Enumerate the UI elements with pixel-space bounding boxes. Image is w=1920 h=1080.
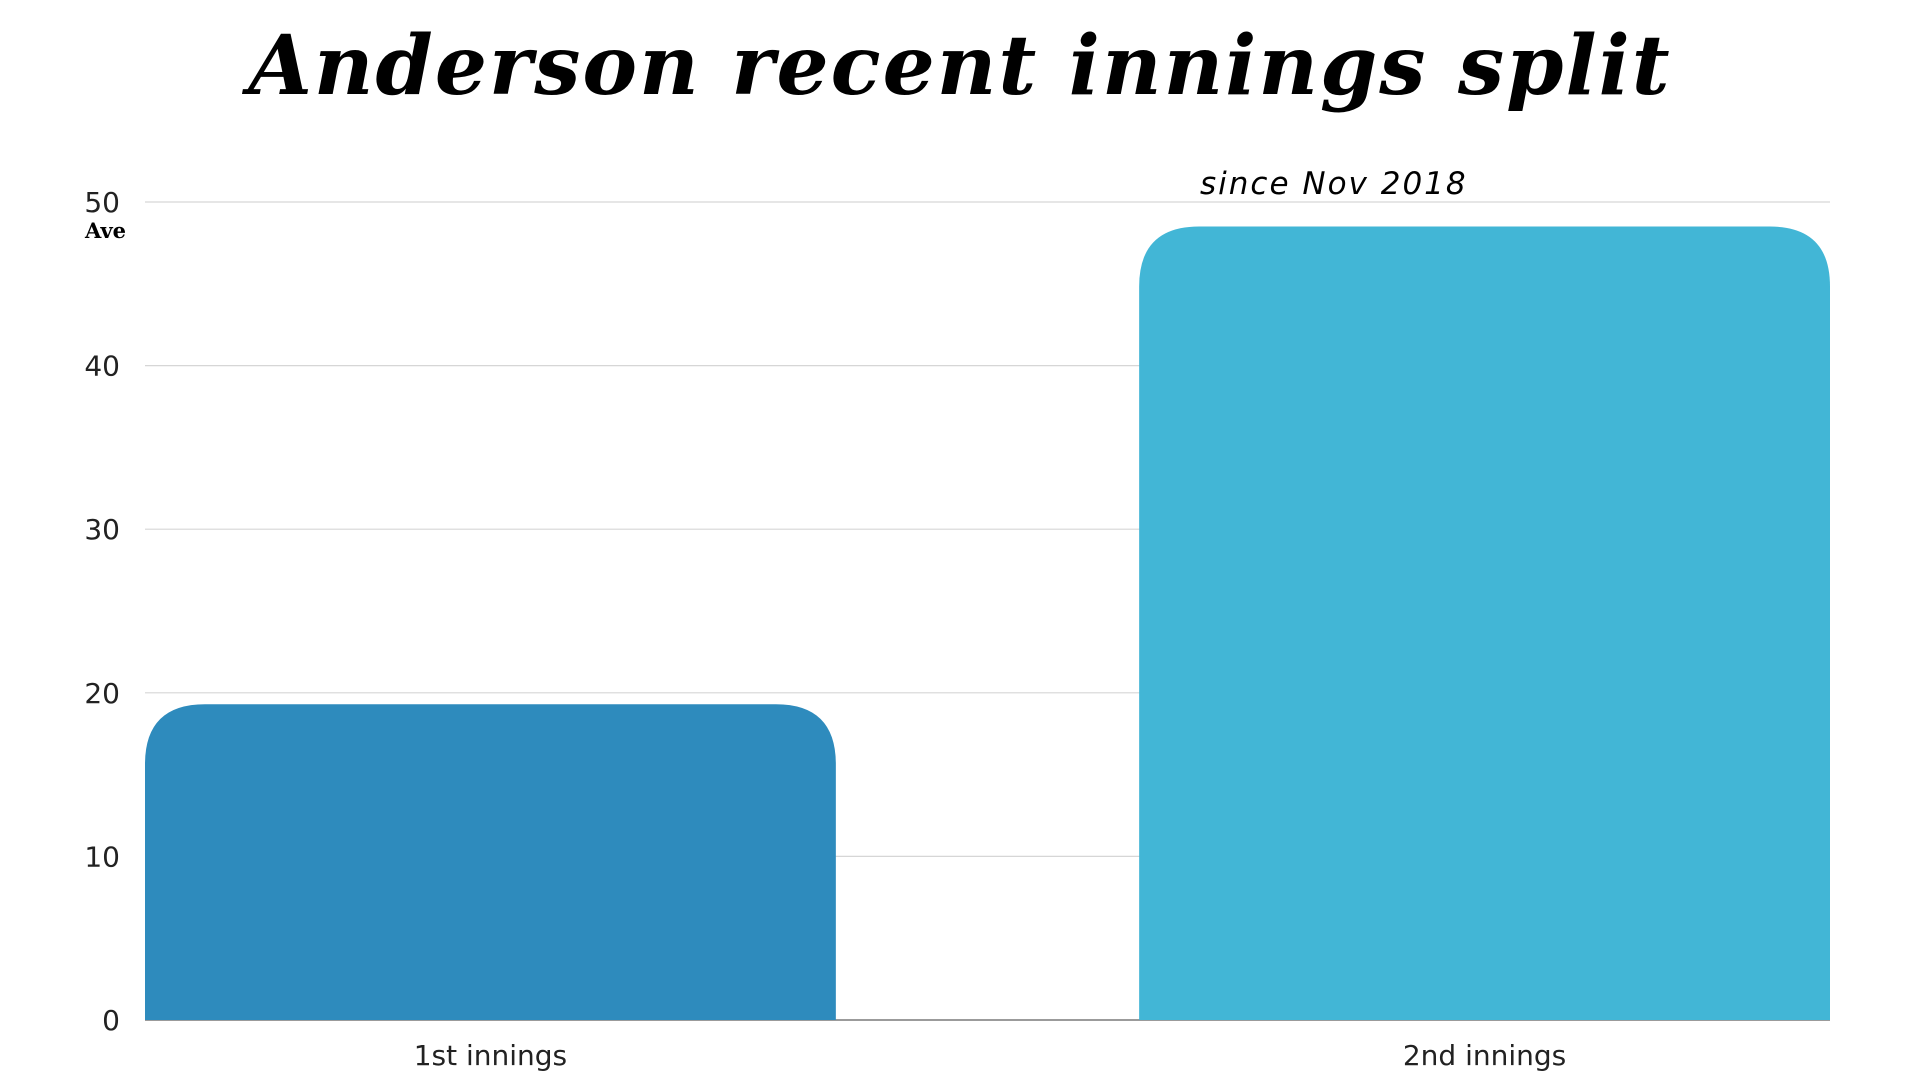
y-tick-label: 30 (84, 513, 120, 546)
chart-subtitle: since Nov 2018 (1200, 166, 1468, 202)
bar-2 (1139, 226, 1830, 1021)
chart-title: Anderson recent innings split (248, 18, 1672, 114)
bars (145, 226, 1830, 1021)
bar-1 (145, 704, 836, 1020)
y-tick-label: 20 (84, 677, 120, 710)
y-tick-label: 40 (84, 350, 120, 383)
y-axis-title: Ave (85, 218, 127, 243)
y-tick-label: 10 (84, 840, 120, 873)
x-axis-labels: 1st innings 2nd innings (414, 1039, 1567, 1072)
y-tick-label: 50 (84, 186, 120, 219)
y-axis-ticks: 0 10 20 30 40 50 (84, 186, 120, 1037)
x-category-label: 1st innings (414, 1039, 567, 1072)
x-category-label: 2nd innings (1403, 1039, 1566, 1072)
y-tick-label: 0 (102, 1004, 120, 1037)
